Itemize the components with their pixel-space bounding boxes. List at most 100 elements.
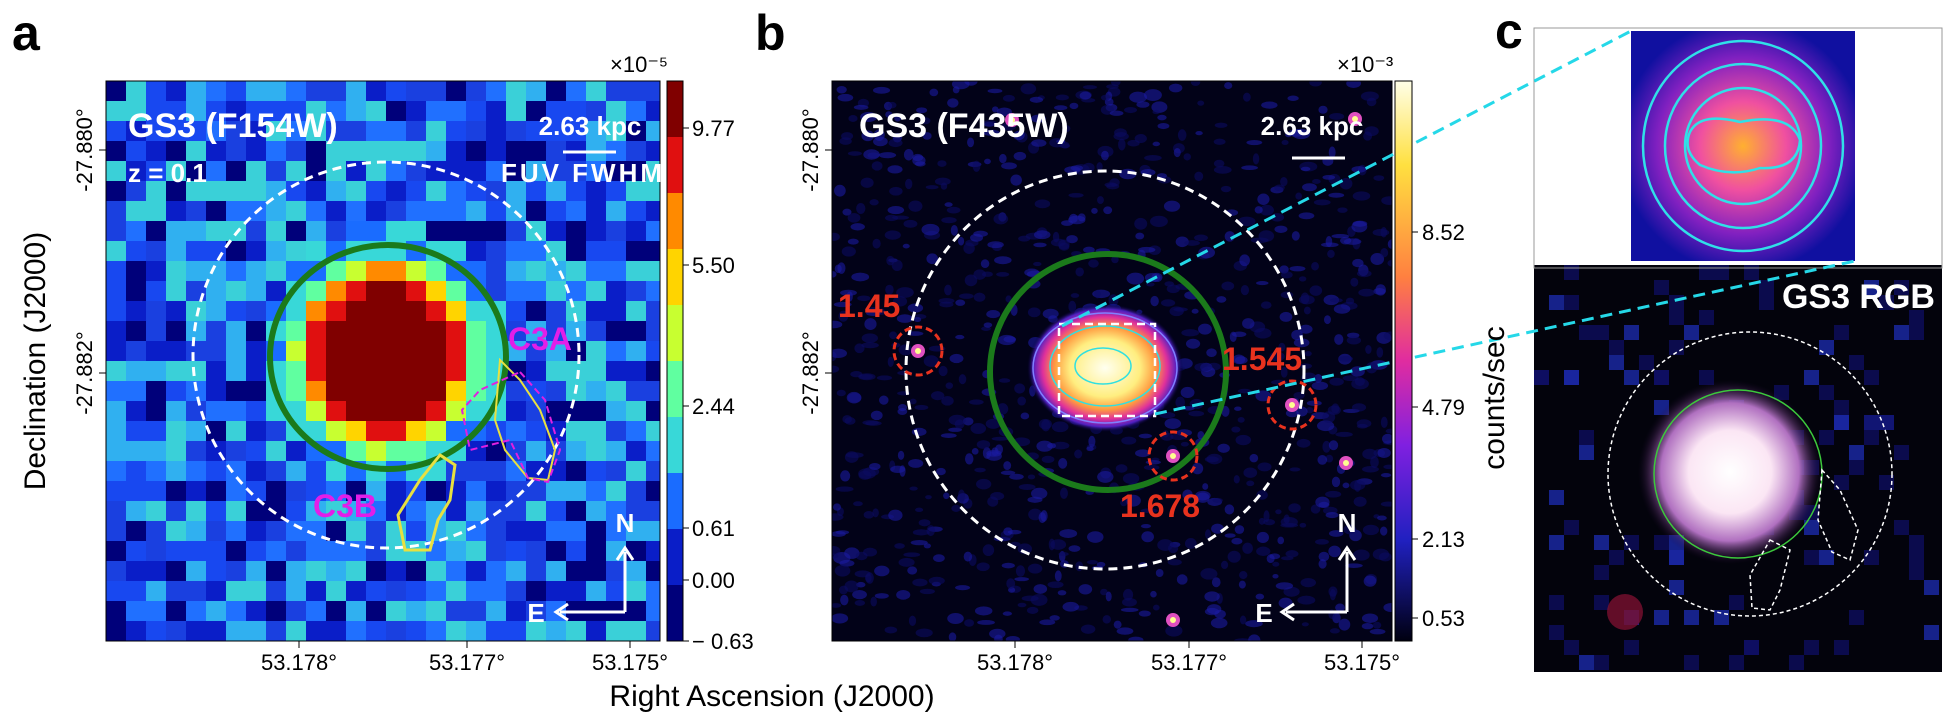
- noise: [1184, 240, 1200, 246]
- noise: [1297, 595, 1316, 605]
- noise: [1144, 155, 1162, 161]
- noise: [1263, 519, 1276, 526]
- noise: [1387, 259, 1392, 267]
- pixel: [446, 161, 467, 182]
- noise: [1231, 331, 1247, 338]
- pixel: [206, 281, 227, 302]
- noise: [1345, 563, 1363, 568]
- pixel: [1804, 370, 1819, 385]
- pixel: [186, 81, 207, 102]
- noise: [1020, 83, 1037, 95]
- pixel: [646, 261, 660, 282]
- noise: [1278, 342, 1286, 352]
- noise: [1300, 577, 1317, 588]
- noise: [889, 186, 903, 196]
- pixel: [306, 341, 327, 362]
- noise: [974, 606, 993, 616]
- noise: [991, 106, 999, 113]
- noise: [1116, 627, 1134, 635]
- noise: [1257, 193, 1270, 205]
- noise: [837, 93, 854, 102]
- pixel: [486, 101, 507, 122]
- pixel: [246, 221, 267, 242]
- noise: [909, 398, 917, 405]
- noise: [1372, 621, 1382, 629]
- pixel: [206, 621, 227, 641]
- noise: [873, 129, 885, 141]
- pixel: [646, 141, 660, 162]
- colorbar-segment: [667, 137, 683, 193]
- noise: [1069, 102, 1079, 110]
- pixel: [246, 461, 267, 482]
- pixel: [146, 221, 167, 242]
- pixel: [366, 161, 387, 182]
- noise: [1221, 405, 1230, 417]
- pixel: [186, 221, 207, 242]
- pixel: [446, 141, 467, 162]
- pixel: [106, 241, 127, 262]
- pixel: [186, 501, 207, 522]
- noise: [1381, 196, 1392, 205]
- pixel: [1699, 310, 1714, 325]
- noise: [1185, 338, 1201, 349]
- pixel: [526, 321, 547, 342]
- pixel: [326, 521, 347, 542]
- pixel: [426, 141, 447, 162]
- compass-label: N: [1338, 508, 1357, 538]
- pixel: [1534, 370, 1549, 385]
- pixel: [106, 221, 127, 242]
- pixel: [406, 181, 427, 202]
- noise: [1380, 472, 1392, 478]
- pixel: [186, 281, 207, 302]
- pixel: [326, 481, 347, 502]
- pixel: [446, 181, 467, 202]
- noise: [1328, 530, 1344, 537]
- noise: [889, 331, 898, 340]
- noise: [1325, 490, 1342, 498]
- noise: [1020, 412, 1030, 420]
- noise: [969, 399, 984, 405]
- noise: [1052, 441, 1070, 450]
- pixel: [446, 601, 467, 622]
- noise: [1360, 91, 1379, 101]
- frame: [1533, 27, 1943, 269]
- pixel: [1744, 640, 1759, 655]
- noise: [930, 391, 945, 401]
- noise: [1226, 348, 1234, 354]
- pixel: [186, 381, 207, 402]
- pixel: [106, 301, 127, 322]
- pixel: [566, 201, 587, 222]
- noise: [1057, 590, 1067, 596]
- pixel: [446, 501, 467, 522]
- noise: [868, 306, 877, 313]
- pixel: [126, 81, 147, 102]
- pixel: [266, 81, 287, 102]
- pixel: [246, 101, 267, 122]
- pixel: [306, 321, 327, 342]
- pixel: [526, 601, 547, 622]
- noise: [1173, 147, 1181, 158]
- pixel: [286, 301, 307, 322]
- noise: [903, 552, 921, 558]
- pixel: [206, 261, 227, 282]
- pixel: [206, 181, 227, 202]
- colorbar-segment: [667, 585, 683, 641]
- pixel: [486, 481, 507, 502]
- pixel: [566, 101, 587, 122]
- pixel: [286, 341, 307, 362]
- noise: [1150, 215, 1168, 228]
- pixel: [566, 641, 587, 662]
- noise: [919, 588, 936, 595]
- pixel: [1909, 550, 1924, 565]
- noise: [1373, 175, 1385, 181]
- pixel: [386, 401, 407, 422]
- pixel: [546, 121, 567, 142]
- pixel: [506, 601, 527, 622]
- pixel: [366, 541, 387, 562]
- pixel: [406, 141, 427, 162]
- pixel: [346, 561, 367, 582]
- noise: [985, 418, 1001, 429]
- noise: [1002, 94, 1015, 102]
- noise: [1140, 508, 1158, 514]
